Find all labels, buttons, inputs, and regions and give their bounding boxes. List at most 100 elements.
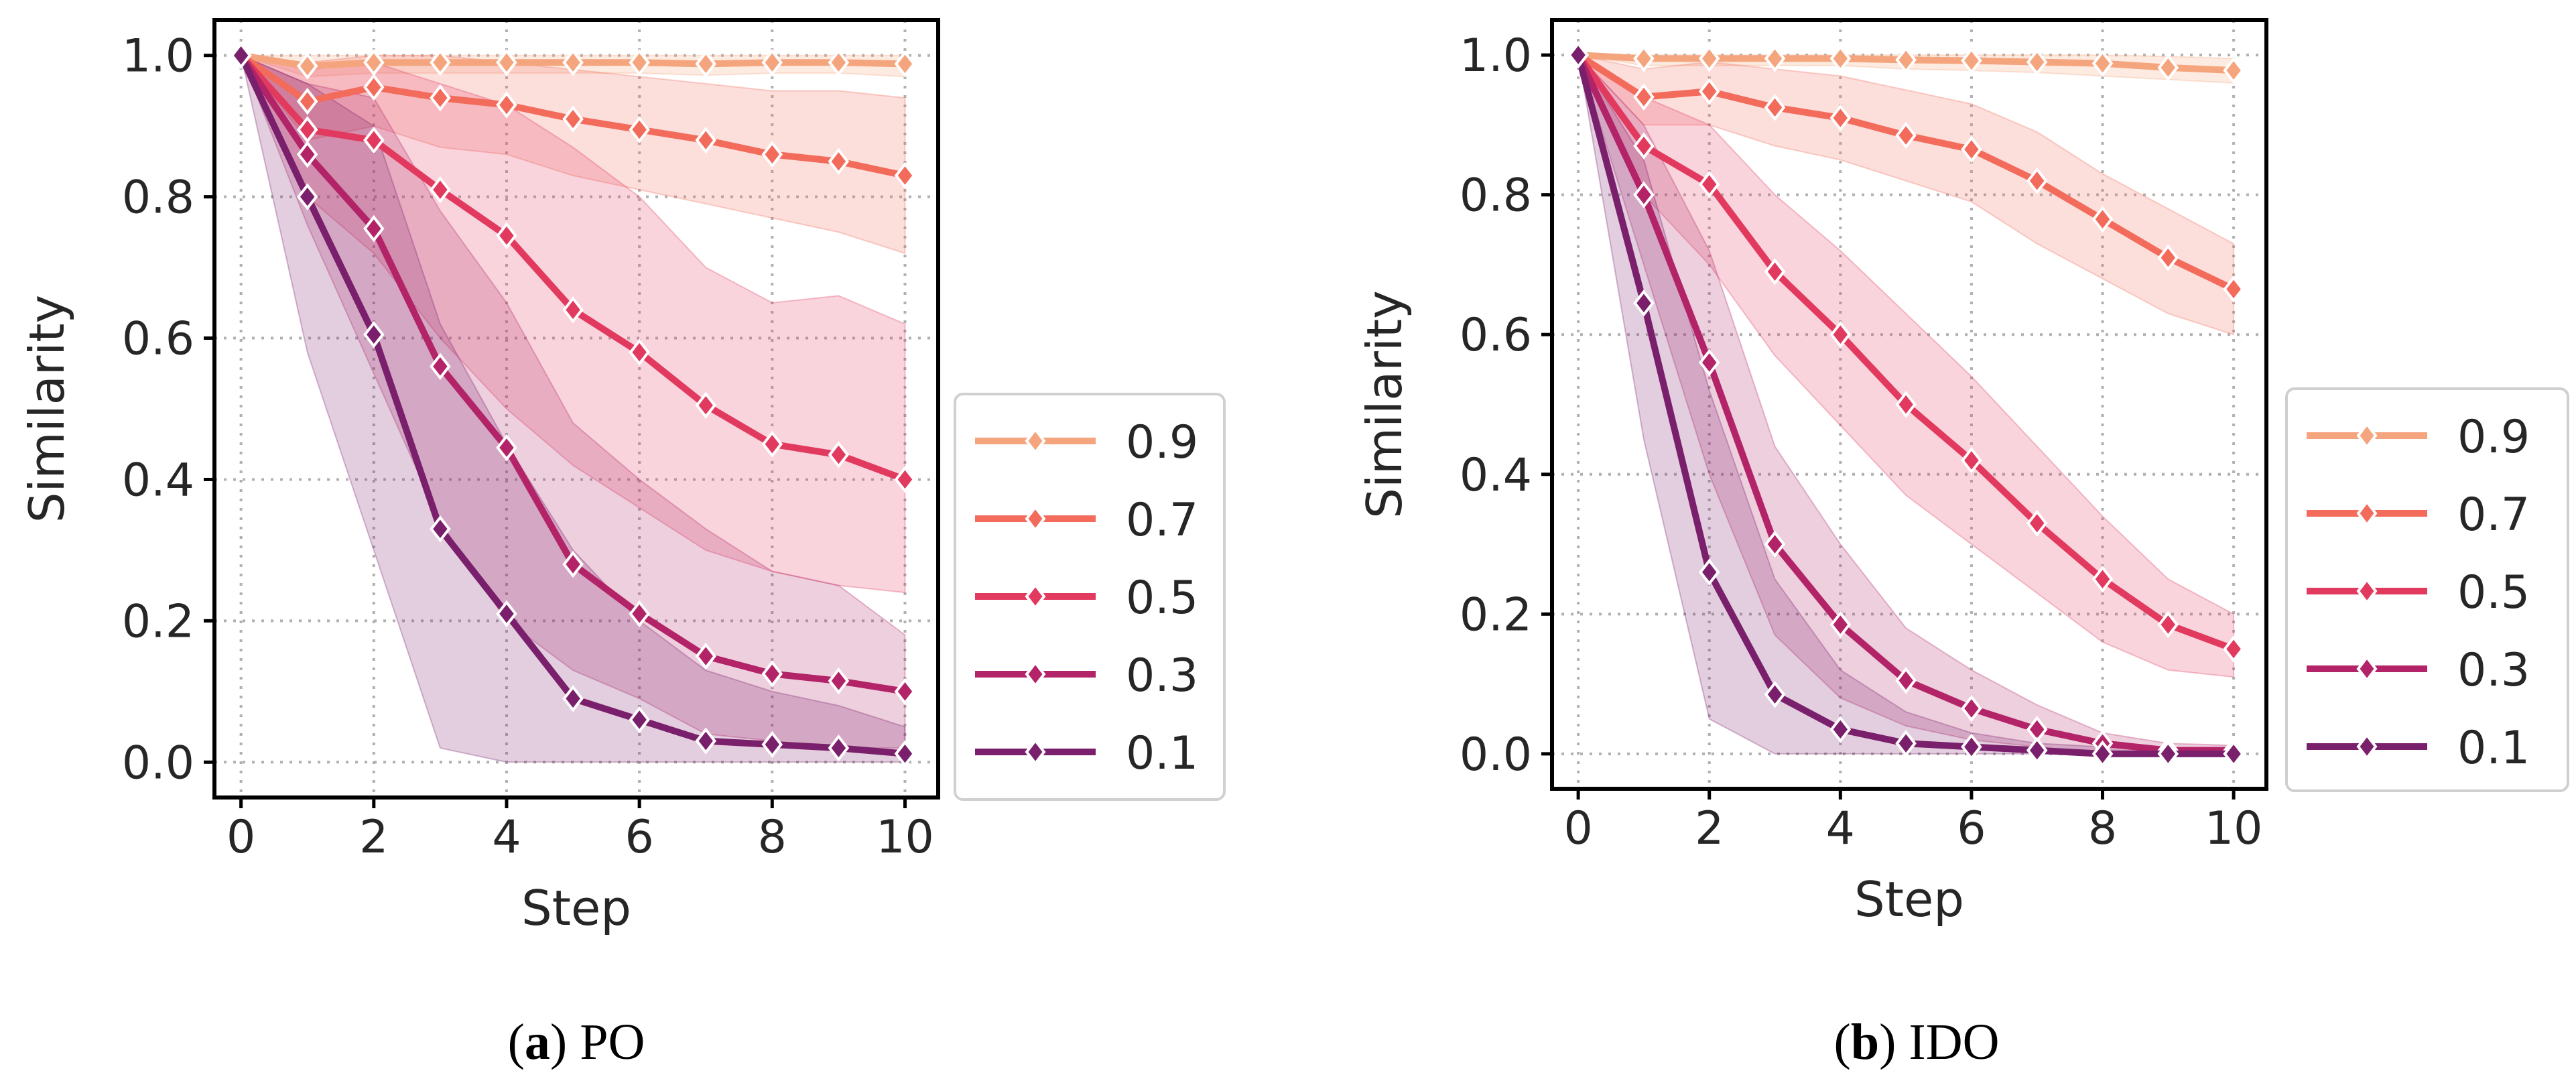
data-point-marker [695, 391, 717, 419]
y-tick-label: 0.2 [122, 595, 194, 648]
legend-label: 0.7 [2457, 489, 2530, 541]
data-point-marker [2223, 275, 2244, 303]
y-tick-label: 0.0 [1460, 728, 1532, 781]
data-point-marker [430, 49, 451, 76]
data-point-marker [695, 50, 717, 78]
legend-label: 0.9 [1126, 416, 1198, 469]
data-point-marker [1633, 83, 1655, 111]
data-point-marker [629, 706, 650, 734]
caption-panel-letter: b [1851, 1014, 1879, 1070]
data-point-marker [363, 73, 385, 101]
caption-open-paren: ( [1834, 1014, 1851, 1070]
x-tick-label: 2 [359, 811, 388, 864]
data-point-marker [296, 141, 318, 168]
legend-swatch-marker [1025, 505, 1046, 533]
x-tick-label: 4 [492, 811, 521, 864]
data-point-marker [2157, 244, 2179, 271]
data-point-marker [363, 321, 385, 348]
data-point-marker [894, 740, 916, 767]
data-point-marker [695, 642, 717, 670]
data-point-marker [629, 600, 650, 628]
data-point-marker [1698, 558, 1720, 586]
legend-swatch-marker [2356, 577, 2378, 605]
data-point-marker [230, 42, 252, 69]
caption-title: PO [580, 1014, 645, 1070]
x-tick-label: 10 [2205, 802, 2263, 855]
data-point-marker [2091, 740, 2114, 768]
data-point-marker [496, 222, 517, 249]
data-point-marker [562, 49, 584, 76]
data-point-marker [2026, 167, 2048, 195]
x-tick-label: 10 [876, 811, 934, 864]
confidence-band-0.5 [239, 54, 906, 594]
x-tick-label: 0 [227, 811, 255, 864]
data-point-marker [761, 141, 783, 168]
y-tick-label: 0.4 [1460, 449, 1532, 502]
data-point-marker [496, 600, 517, 628]
data-point-marker [1698, 348, 1720, 377]
data-point-marker [363, 214, 385, 243]
data-point-marker [1764, 530, 1786, 558]
y-tick-label: 0.8 [1460, 170, 1532, 222]
data-point-marker [695, 727, 717, 755]
caption-panel-letter: a [525, 1014, 550, 1070]
data-point-marker [2157, 740, 2179, 768]
data-point-marker [894, 50, 916, 78]
data-point-marker [1764, 45, 1786, 72]
y-tick-label: 0.6 [1460, 309, 1532, 362]
caption-close-paren: ) [1879, 1014, 1909, 1070]
data-point-marker [363, 127, 385, 154]
data-point-marker [1633, 45, 1655, 72]
x-axis-label: Step [1854, 871, 1964, 928]
data-point-marker [1829, 716, 1852, 743]
data-point-marker [1895, 391, 1917, 418]
legend-swatch-marker [2356, 732, 2378, 761]
legend-swatch-marker [1025, 427, 1046, 455]
data-point-marker [629, 49, 650, 76]
data-point-marker [1961, 694, 1982, 722]
data-point-marker [562, 105, 584, 133]
x-tick-label: 6 [1957, 802, 1986, 855]
data-point-marker [562, 550, 584, 578]
panel-caption: (b) IDO [1834, 1014, 2000, 1070]
y-tick-label: 0.0 [122, 737, 194, 789]
data-point-marker [430, 176, 451, 204]
caption-open-paren: ( [508, 1014, 525, 1070]
data-point-marker [296, 88, 318, 115]
data-point-marker [894, 162, 916, 190]
data-point-marker [761, 430, 783, 458]
data-point-marker [1829, 320, 1852, 348]
legend-label: 0.9 [2457, 411, 2530, 464]
plot-frame [1550, 18, 2268, 791]
y-tick-label: 1.0 [1460, 29, 1532, 82]
data-point-marker [1829, 104, 1852, 132]
data-point-marker [1961, 733, 1982, 761]
data-point-marker [430, 515, 451, 543]
data-point-marker [562, 685, 584, 712]
y-tick-label: 0.4 [122, 454, 194, 507]
data-point-marker [2091, 205, 2114, 233]
legend-swatch-marker [2356, 499, 2378, 527]
data-point-marker [496, 49, 517, 76]
data-point-marker [1764, 94, 1786, 121]
data-point-marker [1961, 135, 1982, 164]
data-point-marker [2091, 50, 2114, 77]
panel-caption: (a) PO [508, 1014, 645, 1070]
x-tick-label: 6 [625, 811, 653, 864]
data-point-marker [2223, 740, 2244, 768]
legend-label: 0.3 [2457, 644, 2530, 697]
plot-frame [212, 18, 940, 800]
x-tick-label: 0 [1563, 802, 1592, 855]
data-point-marker [2157, 611, 2179, 639]
data-point-marker [1895, 121, 1917, 149]
legend-label: 0.1 [2457, 722, 2530, 775]
data-point-marker [828, 147, 850, 176]
legend-swatch-marker [2356, 422, 2378, 450]
legend-label: 0.5 [1126, 572, 1198, 625]
data-point-marker [430, 84, 451, 112]
y-axis-label: Similarity [19, 295, 75, 523]
data-point-marker [894, 466, 916, 493]
data-point-marker [761, 730, 783, 759]
data-point-marker [828, 441, 850, 468]
caption-title: IDO [1909, 1014, 1999, 1070]
